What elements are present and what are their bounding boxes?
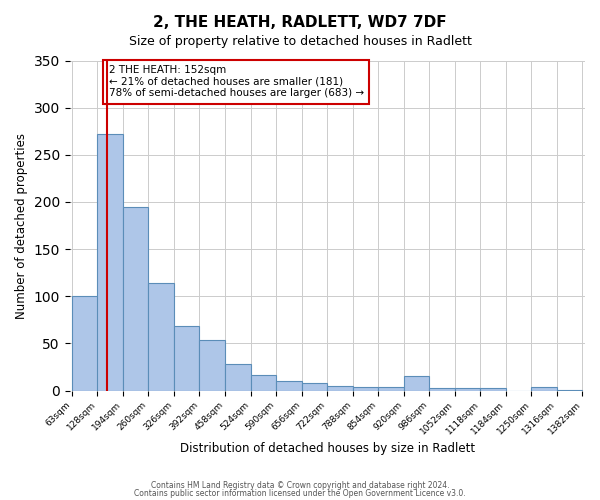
Bar <box>276 381 302 390</box>
Bar <box>353 387 378 390</box>
Bar <box>97 134 123 390</box>
Text: 2, THE HEATH, RADLETT, WD7 7DF: 2, THE HEATH, RADLETT, WD7 7DF <box>153 15 447 30</box>
Bar <box>404 376 429 390</box>
Bar <box>302 383 327 390</box>
Bar <box>123 206 148 390</box>
Text: Size of property relative to detached houses in Radlett: Size of property relative to detached ho… <box>128 35 472 48</box>
Bar <box>455 388 481 390</box>
Text: Contains public sector information licensed under the Open Government Licence v3: Contains public sector information licen… <box>134 488 466 498</box>
Bar <box>225 364 251 390</box>
Bar <box>429 388 455 390</box>
Y-axis label: Number of detached properties: Number of detached properties <box>15 132 28 318</box>
Bar <box>148 283 174 391</box>
Text: 2 THE HEATH: 152sqm
← 21% of detached houses are smaller (181)
78% of semi-detac: 2 THE HEATH: 152sqm ← 21% of detached ho… <box>109 65 364 98</box>
Bar <box>251 374 276 390</box>
Bar <box>174 326 199 390</box>
Bar <box>532 387 557 390</box>
Bar <box>481 388 506 390</box>
Text: Contains HM Land Registry data © Crown copyright and database right 2024.: Contains HM Land Registry data © Crown c… <box>151 481 449 490</box>
Bar <box>72 296 98 390</box>
Bar <box>378 387 404 390</box>
Bar <box>199 340 225 390</box>
X-axis label: Distribution of detached houses by size in Radlett: Distribution of detached houses by size … <box>180 442 475 455</box>
Bar <box>327 386 353 390</box>
